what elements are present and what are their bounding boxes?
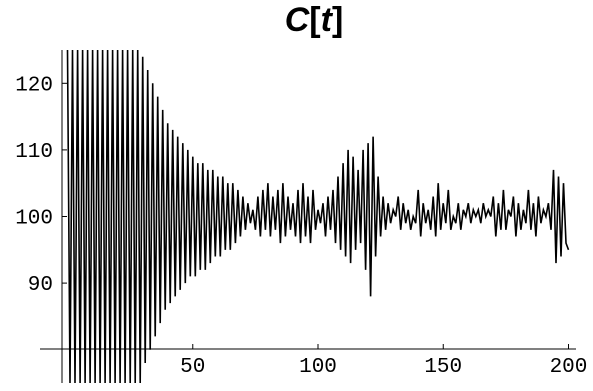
y-tick-label: 120 [15, 74, 53, 97]
x-tick-label: 100 [299, 356, 337, 379]
series-line [66, 49, 570, 384]
y-tick-label: 100 [15, 208, 53, 231]
chart-title-open-bracket: [ [309, 1, 320, 39]
chart-title: C[t] [285, 1, 344, 39]
chart-title-c: C [285, 1, 310, 39]
x-tick-label: 200 [550, 356, 588, 379]
x-tick-label: 150 [424, 356, 462, 379]
y-tick-label: 90 [28, 274, 53, 297]
chart-title-t: t [321, 1, 334, 39]
y-tick-label: 110 [15, 141, 53, 164]
chart-title-close-bracket: ] [332, 1, 343, 39]
series [66, 49, 570, 384]
ticks: 50 100 150 200 90 100 110 120 [15, 74, 587, 379]
x-tick-label: 50 [180, 356, 205, 379]
